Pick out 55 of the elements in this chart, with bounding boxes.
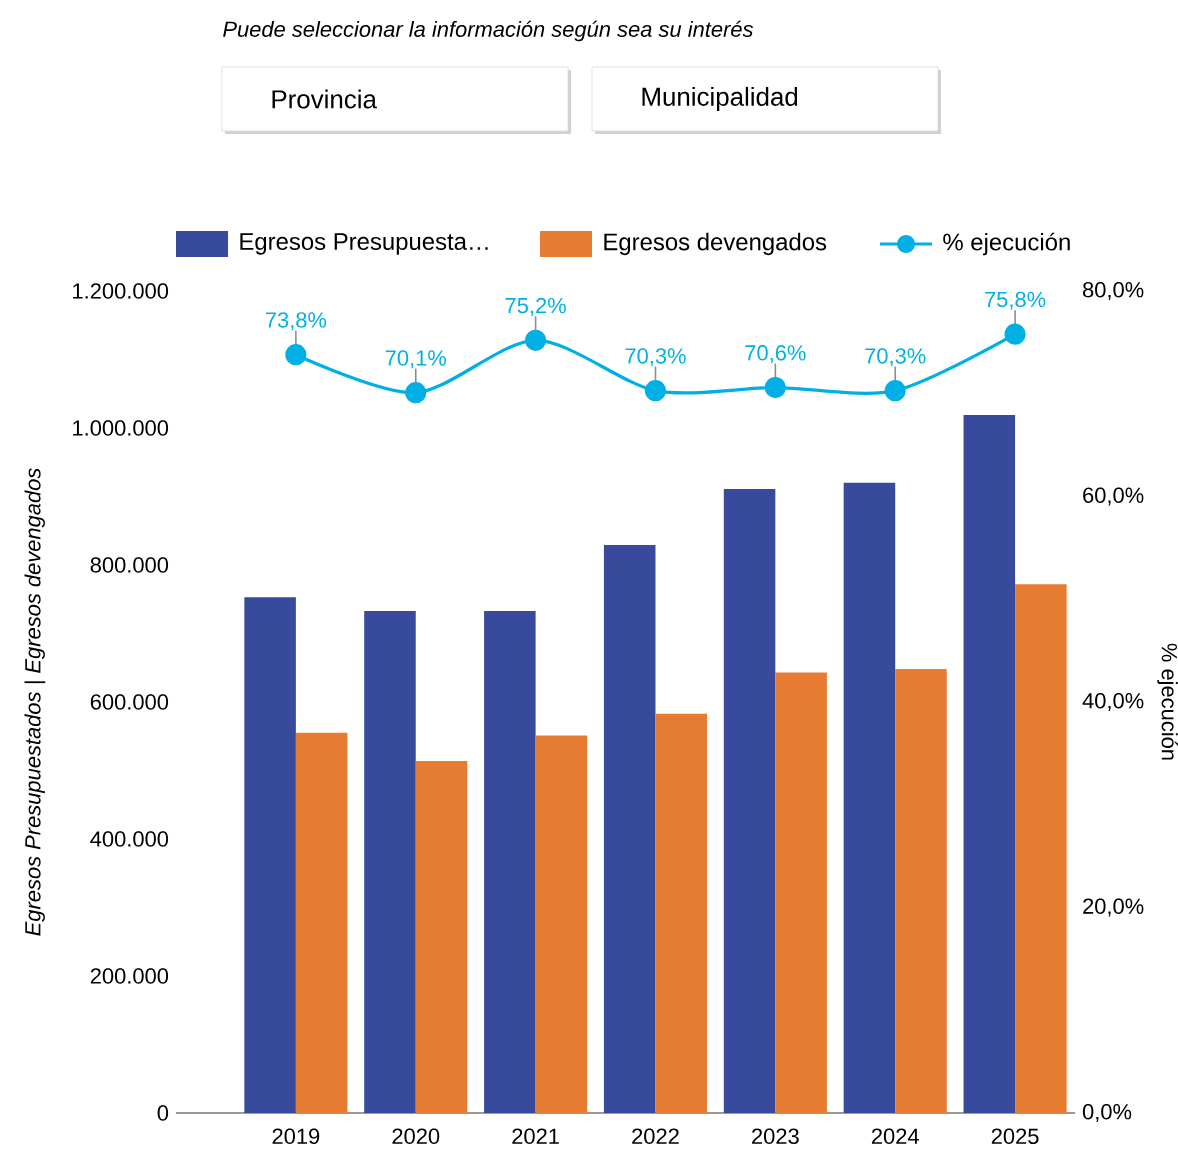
y2-axis-title: % ejecución bbox=[1157, 643, 1178, 760]
bar bbox=[655, 713, 708, 1113]
bar bbox=[295, 732, 348, 1113]
y-tick-label: 0 bbox=[157, 1105, 169, 1121]
x-tick-label: 2024 bbox=[871, 1128, 919, 1145]
y-tick-label: 600.000 bbox=[90, 694, 169, 710]
data-label: 70,1% bbox=[385, 350, 447, 369]
y-tick-label: 400.000 bbox=[90, 831, 169, 847]
y2-tick-label: 20,0% bbox=[1083, 898, 1144, 917]
x-tick-label: 2021 bbox=[512, 1128, 559, 1145]
y-tick-label: 200.000 bbox=[90, 968, 169, 984]
data-label: 75,2% bbox=[505, 297, 566, 316]
point bbox=[405, 382, 427, 404]
bar bbox=[963, 414, 1016, 1113]
y-tick-label: 1.200.000 bbox=[73, 283, 169, 299]
x-tick-label: 2025 bbox=[991, 1128, 1039, 1145]
y2-tick-label: 80,0% bbox=[1083, 281, 1144, 301]
x-tick-label: 2023 bbox=[752, 1128, 799, 1145]
y2-tick-label: 40,0% bbox=[1082, 692, 1144, 712]
bar bbox=[244, 597, 296, 1113]
bar bbox=[535, 735, 588, 1113]
y-axis-title: Egresos Presupuestados | Egresos devengados bbox=[24, 468, 46, 936]
bar bbox=[895, 669, 947, 1113]
bar bbox=[603, 545, 656, 1113]
bar bbox=[484, 610, 536, 1113]
bar bbox=[415, 760, 468, 1113]
bar bbox=[843, 482, 896, 1113]
legend-label: % ejecución bbox=[943, 232, 1070, 256]
text: Provincia bbox=[272, 89, 377, 109]
bar bbox=[775, 672, 827, 1113]
point bbox=[764, 376, 786, 399]
y2-tick-label: 60,0% bbox=[1083, 487, 1144, 506]
bar bbox=[364, 610, 416, 1113]
x-tick-label: 2020 bbox=[392, 1128, 440, 1145]
x-tick-label: 2019 bbox=[272, 1128, 320, 1145]
point bbox=[884, 380, 906, 402]
text: Municipalidad bbox=[642, 86, 798, 112]
data-label: 73,8% bbox=[265, 312, 327, 331]
point bbox=[525, 329, 547, 351]
data-label: 70,6% bbox=[745, 345, 806, 364]
legend-label: Egresos devengados bbox=[604, 232, 827, 256]
chart-subtitle: Puede seleccionar la información según sea su interés bbox=[223, 20, 754, 42]
point bbox=[1004, 323, 1026, 345]
data-label: 70,3% bbox=[865, 348, 926, 367]
x-tick-label: 2022 bbox=[632, 1128, 679, 1145]
data-label: 70,3% bbox=[625, 348, 686, 367]
data-label: 75,8% bbox=[985, 291, 1046, 310]
point bbox=[644, 380, 667, 402]
y-tick-label: 800.000 bbox=[90, 557, 169, 573]
bar bbox=[1015, 584, 1067, 1113]
bar bbox=[723, 488, 776, 1113]
point bbox=[285, 344, 307, 366]
y-tick-label: 1.000.000 bbox=[73, 420, 169, 436]
y2-tick-label: 0,0% bbox=[1082, 1103, 1132, 1123]
legend-label: Egresos Presupuesta… bbox=[240, 233, 488, 255]
